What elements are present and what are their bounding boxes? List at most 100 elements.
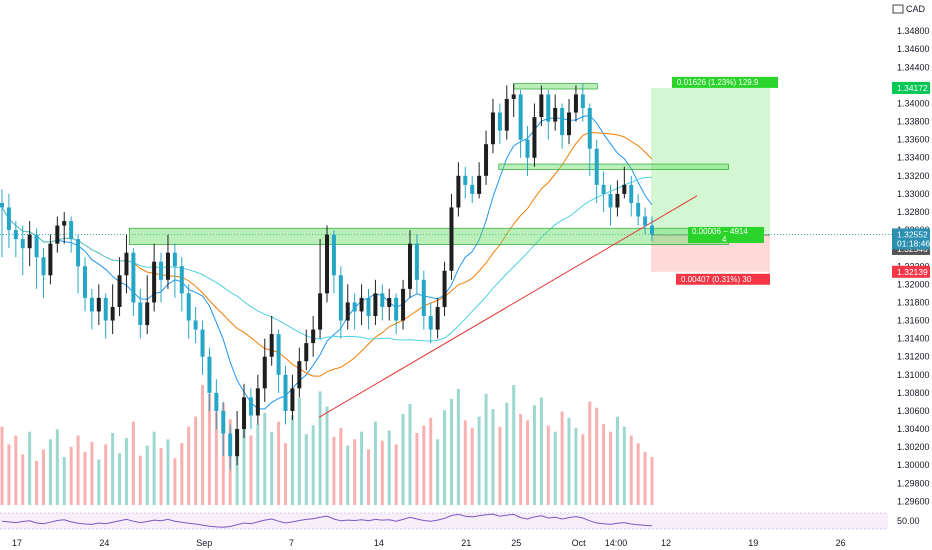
candle-body [484, 144, 489, 176]
price-tick-label: 1.33400 [897, 153, 930, 163]
candle-body [69, 221, 74, 240]
volume-bar [602, 424, 606, 505]
price-tick-label: 1.31400 [897, 334, 930, 344]
volume-bar [304, 434, 308, 505]
candle-body [103, 297, 108, 321]
price-tick-label: 1.30600 [897, 406, 930, 416]
volume-bar [346, 445, 350, 505]
volume-bar [373, 421, 377, 505]
volume-bar [207, 393, 211, 505]
candle-body [255, 388, 260, 416]
candle-body [311, 329, 316, 344]
volume-bar [325, 406, 329, 505]
volume-bar [408, 403, 412, 505]
candle-body [366, 297, 371, 316]
candle-body [325, 234, 329, 294]
zone-rect-1[interactable] [513, 83, 598, 90]
volume-bar [436, 439, 440, 505]
time-axis[interactable]: 17 24 Sep 7 14 21 25 Oct 14:00 12 19 26 [12, 538, 846, 548]
candle-body [470, 184, 475, 194]
candle-body [414, 243, 419, 280]
volume-bar [422, 425, 426, 505]
price-tick-label: 1.32800 [897, 207, 930, 217]
candle-body [380, 293, 385, 307]
volume-bar [574, 427, 578, 505]
current-price-tag: 1.32552 [897, 229, 928, 239]
candle-body [55, 225, 60, 244]
candle-body [207, 356, 212, 393]
candle-body [442, 270, 447, 307]
candle-body [511, 94, 516, 99]
trendline[interactable] [318, 195, 698, 418]
date-tick-label: 14:00 [605, 538, 628, 548]
volume-bar [387, 430, 391, 505]
volume-bar [194, 416, 198, 505]
price-tick-label: 1.29800 [897, 478, 930, 488]
candle-body [518, 94, 523, 140]
volume-bar [429, 417, 433, 505]
candle-body [615, 193, 620, 208]
candle-body [13, 230, 18, 240]
volume-bar [104, 444, 108, 505]
volume-bar [443, 410, 447, 505]
rsi-band [0, 513, 888, 529]
date-tick-label: 17 [12, 538, 22, 548]
candle-body [283, 374, 288, 411]
candle-body [587, 107, 592, 149]
candle-body [601, 184, 606, 194]
volume-bar [152, 431, 156, 505]
candle-body [490, 112, 495, 145]
currency-icon[interactable] [892, 4, 904, 14]
price-tick-label: 1.30000 [897, 460, 930, 470]
volume-bar [615, 416, 619, 505]
countdown-tag: 01:18:46 [897, 238, 930, 248]
candle-body [131, 252, 136, 303]
candle-body [394, 297, 399, 321]
candle-body [297, 361, 302, 389]
candle-body [159, 261, 164, 280]
candle-body [407, 243, 412, 289]
candle-body [428, 315, 433, 330]
volume-bar [546, 425, 550, 505]
volume-bar [173, 458, 177, 505]
candle-body [269, 334, 274, 357]
volume-bar [360, 431, 364, 505]
candle-body [504, 98, 509, 131]
profit-zone[interactable] [651, 87, 770, 235]
volume-bar [145, 445, 149, 505]
volume-bar [187, 426, 191, 505]
volume-bar [118, 453, 122, 505]
candle-body [532, 117, 537, 158]
volume-bar [0, 426, 4, 505]
candle-body [352, 302, 357, 312]
volume-bar [449, 398, 453, 505]
price-tick-label: 1.31800 [897, 297, 930, 307]
volume-bar [636, 443, 640, 505]
price-axis[interactable]: CAD1.348001.346001.344001.342001.340001.… [892, 4, 930, 506]
price-tick-label: 1.34600 [897, 44, 930, 54]
volume-bar [491, 409, 495, 505]
candle-body [228, 433, 233, 457]
volume-bar [505, 402, 509, 505]
candle-body [172, 252, 177, 267]
zone-rect-3[interactable] [128, 227, 729, 245]
candle-body [463, 175, 468, 185]
candle-body [193, 320, 198, 330]
volume-bar [477, 416, 481, 505]
volume-bar [90, 441, 94, 505]
candle-body [643, 216, 648, 226]
profit-label: 0.01626 (1.23%) 129.9 [677, 78, 759, 87]
trendline-line[interactable] [318, 195, 698, 418]
candle-body [435, 306, 440, 330]
candle-body [96, 297, 101, 312]
volume-bar [332, 436, 336, 505]
volume-bar [519, 414, 523, 505]
price-tick-label: 1.30400 [897, 424, 930, 434]
candle-body [0, 202, 4, 208]
price-tick-label: 1.33800 [897, 117, 930, 127]
candle-body [48, 243, 53, 276]
date-tick-label: 26 [836, 538, 846, 548]
zone-rect-2[interactable] [498, 163, 729, 170]
